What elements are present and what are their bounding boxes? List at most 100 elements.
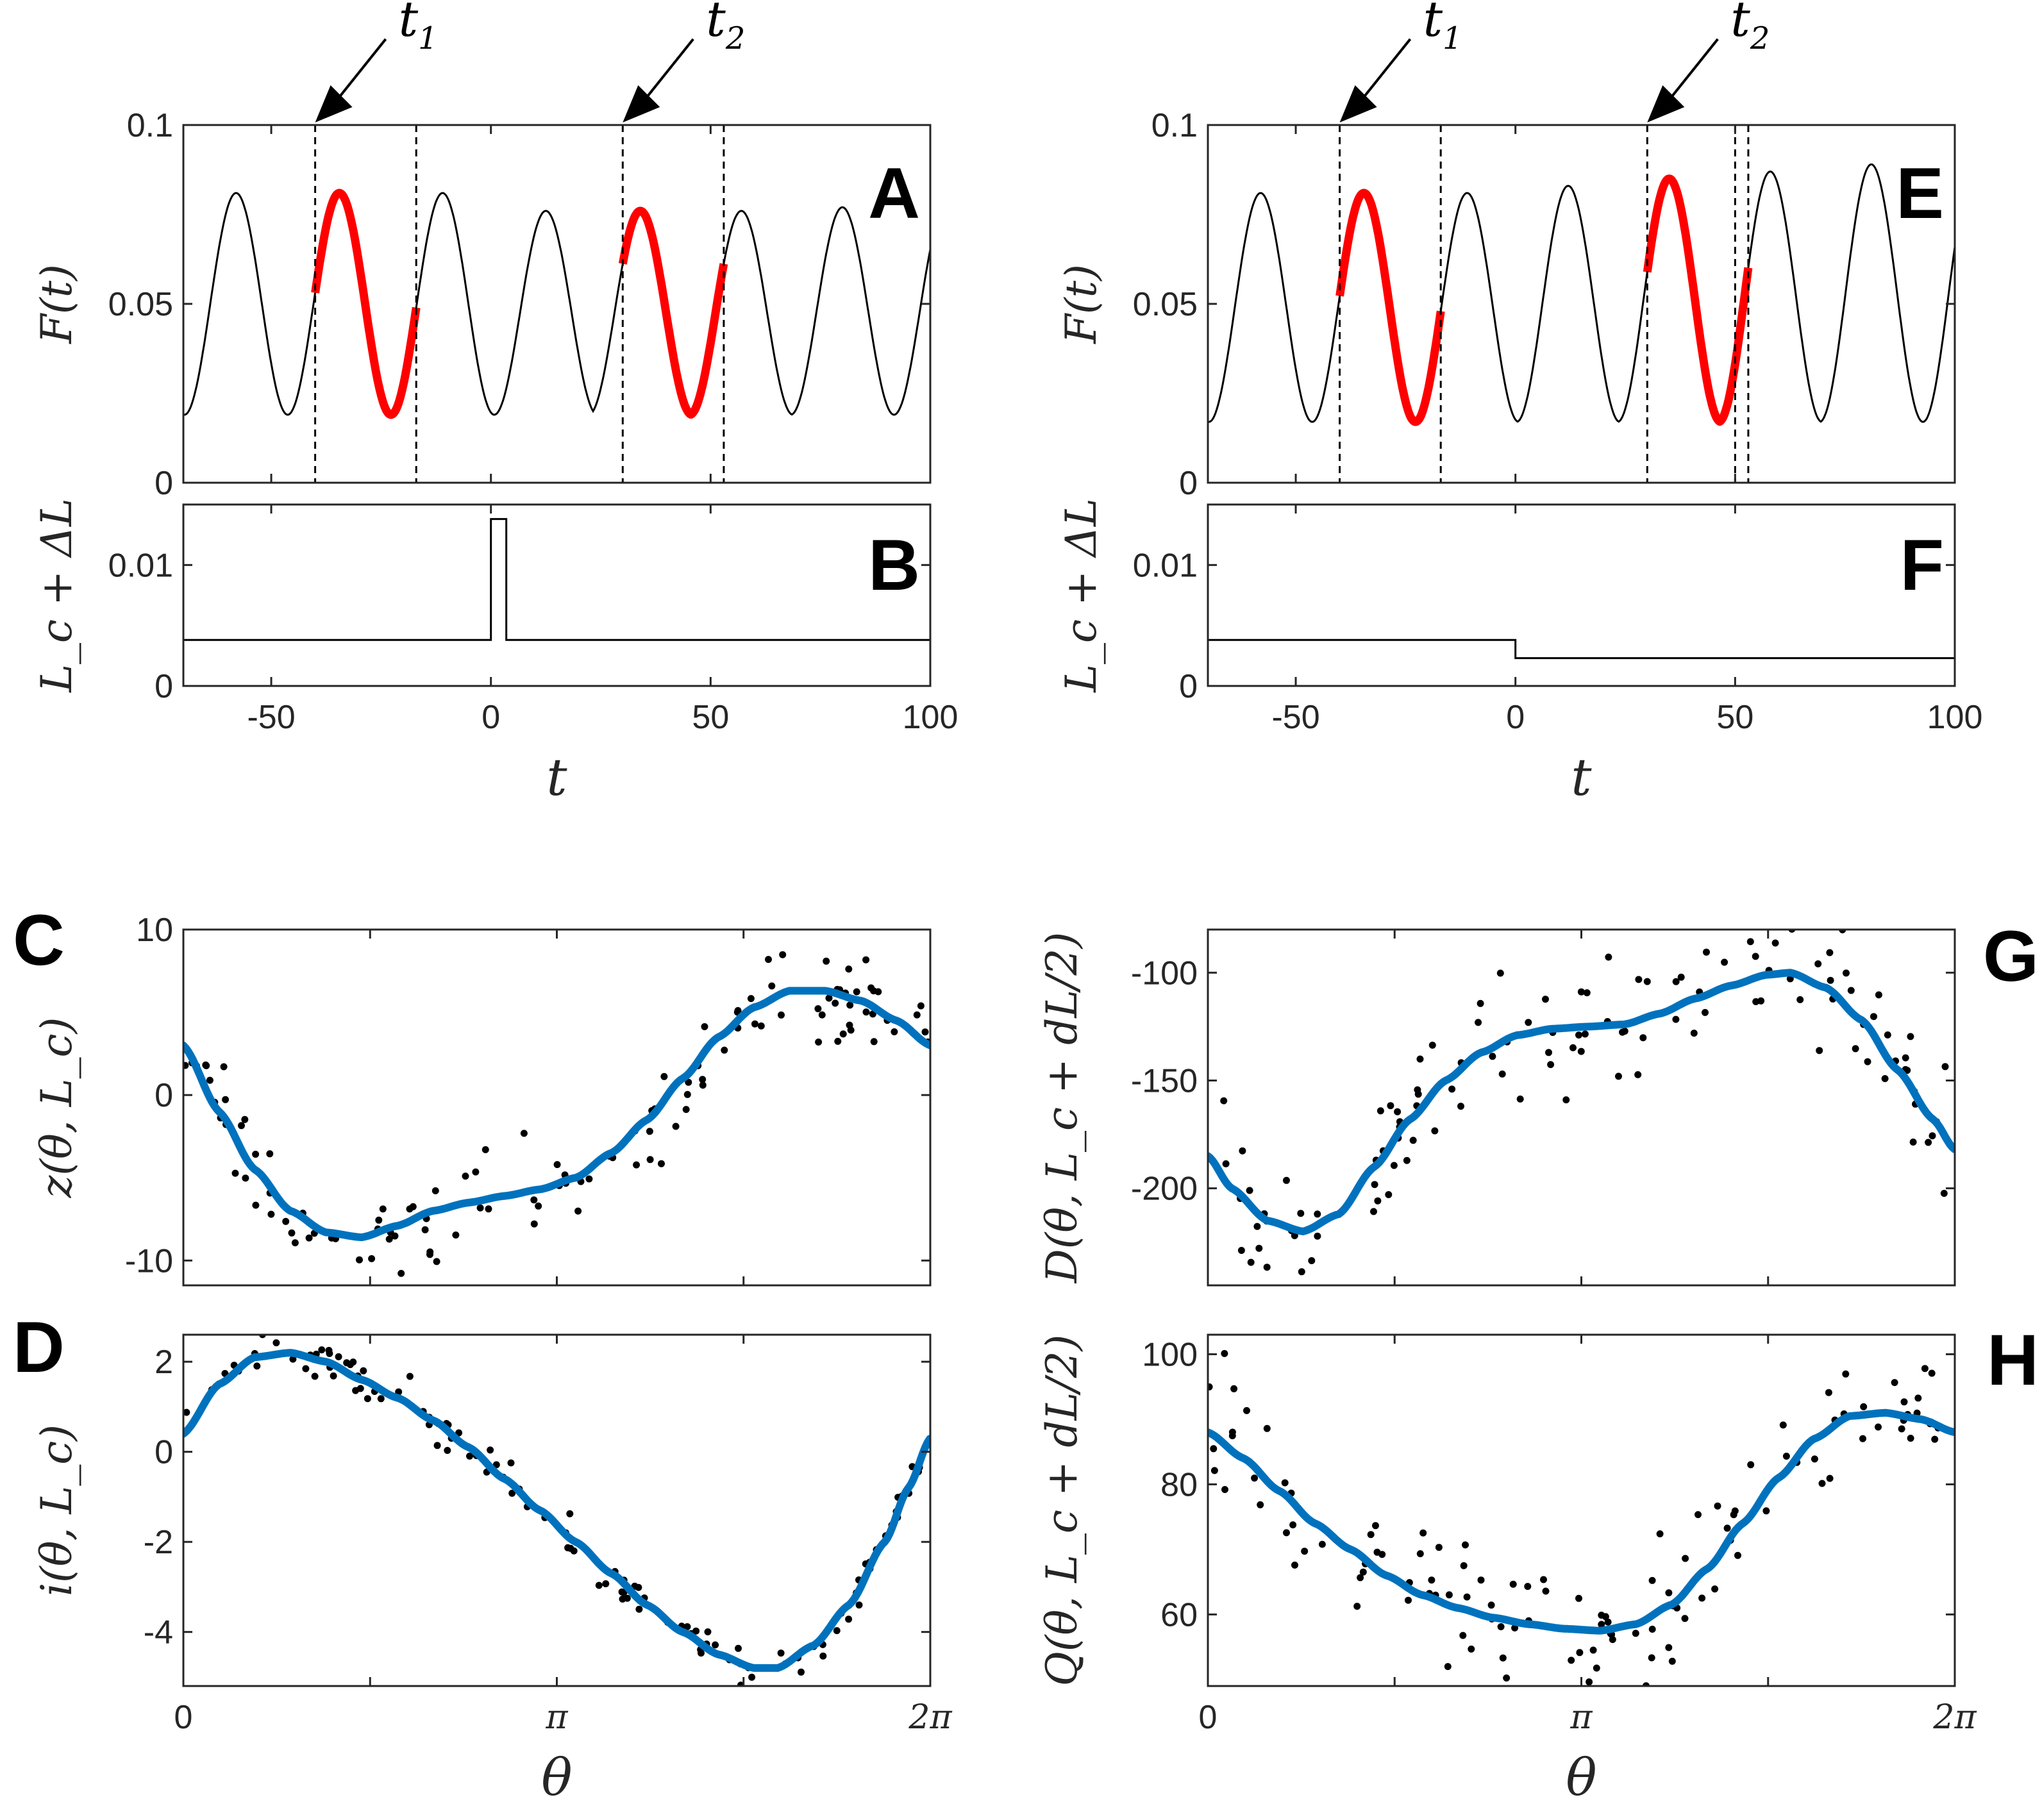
- scatter-point-C: [553, 1161, 561, 1169]
- scatter-point-G: [1577, 1048, 1585, 1055]
- scatter-point-G: [1308, 1257, 1316, 1264]
- xtick-label-B: 50: [692, 699, 729, 736]
- arrow-shaft-A-1: [640, 38, 694, 104]
- xtick-label-F: -50: [1271, 699, 1319, 736]
- scatter-point-D: [798, 1668, 805, 1676]
- scatter-point-H: [1723, 1524, 1731, 1532]
- scatter-point-G: [1940, 1190, 1948, 1197]
- scatter-point-G: [1870, 1013, 1877, 1021]
- scatter-point-D: [845, 1615, 853, 1623]
- scatter-point-H: [1283, 1529, 1290, 1537]
- scatter-point-C: [222, 1096, 230, 1103]
- scatter-point-C: [891, 1028, 898, 1035]
- scatter-point-H: [1586, 1678, 1593, 1686]
- scatter-point-C: [385, 1235, 393, 1243]
- scatter-point-H: [1301, 1548, 1309, 1555]
- scatter-point-H: [1263, 1424, 1271, 1432]
- scatter-point-C: [847, 1026, 855, 1034]
- scatter-point-G: [1752, 998, 1760, 1005]
- scatter-point-G: [1253, 1223, 1261, 1230]
- scatter-point-C: [646, 1156, 654, 1164]
- scatter-point-H: [1825, 1389, 1832, 1396]
- scatter-point-H: [1665, 1589, 1673, 1597]
- plot-area-G: [1208, 930, 1955, 1276]
- scatter-point-C: [202, 1061, 210, 1069]
- scatter-point-H: [1860, 1403, 1868, 1410]
- axes-box-D: [182, 1333, 932, 1687]
- scatter-point-C: [853, 988, 860, 996]
- scatter-point-G: [1246, 1187, 1253, 1194]
- scatter-point-C: [574, 1207, 582, 1215]
- scatter-point-D: [253, 1362, 261, 1370]
- axes-box-C: [182, 928, 932, 1287]
- scatter-point-C: [452, 1231, 460, 1239]
- scatter-point-G: [1390, 1162, 1398, 1169]
- scatter-point-G: [1409, 1137, 1417, 1144]
- panel-label-E: E: [1896, 153, 1944, 233]
- scatter-point-H: [1914, 1394, 1922, 1402]
- scatter-point-C: [462, 1173, 469, 1180]
- scatter-point-H: [1602, 1613, 1609, 1621]
- scatter-point-D: [444, 1447, 451, 1454]
- scatter-point-H: [1257, 1501, 1264, 1508]
- scatter-point-C: [398, 1269, 405, 1277]
- scatter-point-G: [1569, 1044, 1577, 1051]
- scatter-point-G: [1884, 1031, 1891, 1039]
- ytick-label-E: 0.05: [1133, 286, 1198, 323]
- scatter-point-C: [839, 1030, 847, 1038]
- xtick-label-H: 2π: [1932, 1698, 1977, 1737]
- scatter-point-H: [1859, 1435, 1866, 1442]
- scatter-point-H: [1511, 1624, 1519, 1632]
- scatter-point-D: [326, 1349, 333, 1357]
- scatter-point-G: [1385, 1191, 1393, 1198]
- highlight-segment-A-1: [618, 206, 728, 419]
- scatter-point-G: [1371, 1181, 1378, 1189]
- panel-F: 0 0.01 -50 0 50 100 t L_c + ΔL F: [1057, 498, 1982, 807]
- scatter-point-H: [1656, 1530, 1664, 1538]
- scatter-point-C: [288, 1229, 296, 1237]
- scatter-point-G: [1827, 976, 1834, 984]
- ytick-label-C: 0: [155, 1077, 173, 1114]
- ytick-label-A: 0: [155, 465, 173, 502]
- scatter-point-G: [1814, 960, 1822, 967]
- arrow-label-E-1: t2: [1730, 0, 1770, 56]
- scatter-point-D: [777, 1649, 785, 1657]
- scatter-point-C: [814, 1005, 822, 1012]
- scatter-point-G: [1387, 1102, 1394, 1110]
- panel-label-G: G: [1983, 916, 2039, 996]
- scatter-point-C: [779, 951, 787, 958]
- xlabel-H: θ: [1566, 1748, 1596, 1807]
- scatter-point-C: [862, 1008, 870, 1016]
- scatter-point-H: [1367, 1531, 1375, 1539]
- scatter-point-H: [1648, 1576, 1656, 1584]
- scatter-point-H: [1419, 1529, 1427, 1537]
- scatter-point-D: [507, 1459, 515, 1467]
- scatter-point-H: [1576, 1649, 1584, 1657]
- scatter-point-H: [1503, 1674, 1511, 1682]
- scatter-point-D: [311, 1373, 319, 1380]
- scatter-point-D: [487, 1446, 494, 1454]
- scatter-point-D: [302, 1365, 310, 1373]
- scatter-point-H: [1714, 1502, 1721, 1510]
- fit-curve-C: [183, 987, 930, 1242]
- scatter-point-G: [1263, 1264, 1271, 1271]
- scatter-point-C: [375, 1216, 383, 1224]
- plot-area-B: [183, 518, 930, 641]
- scatter-point-H: [1353, 1603, 1361, 1610]
- scatter-point-G: [1374, 1197, 1382, 1205]
- arrow-shaft-A-0: [333, 38, 387, 104]
- scatter-point-G: [1247, 1258, 1255, 1266]
- scatter-point-C: [845, 965, 853, 973]
- ytick-label-G: -200: [1131, 1171, 1198, 1208]
- scatter-point-C: [747, 995, 755, 1003]
- scatter-point-G: [1771, 939, 1779, 947]
- scatter-point-C: [913, 1011, 921, 1019]
- scatter-point-G: [1428, 1041, 1436, 1049]
- scatter-point-G: [1796, 996, 1804, 1003]
- scatter-point-C: [862, 956, 870, 964]
- scatter-point-H: [1891, 1379, 1898, 1387]
- scatter-point-G: [1703, 948, 1710, 956]
- fit-curve-H: [1208, 1408, 1955, 1635]
- scatter-point-H: [1731, 1507, 1739, 1515]
- plot-area-D: [183, 1335, 930, 1686]
